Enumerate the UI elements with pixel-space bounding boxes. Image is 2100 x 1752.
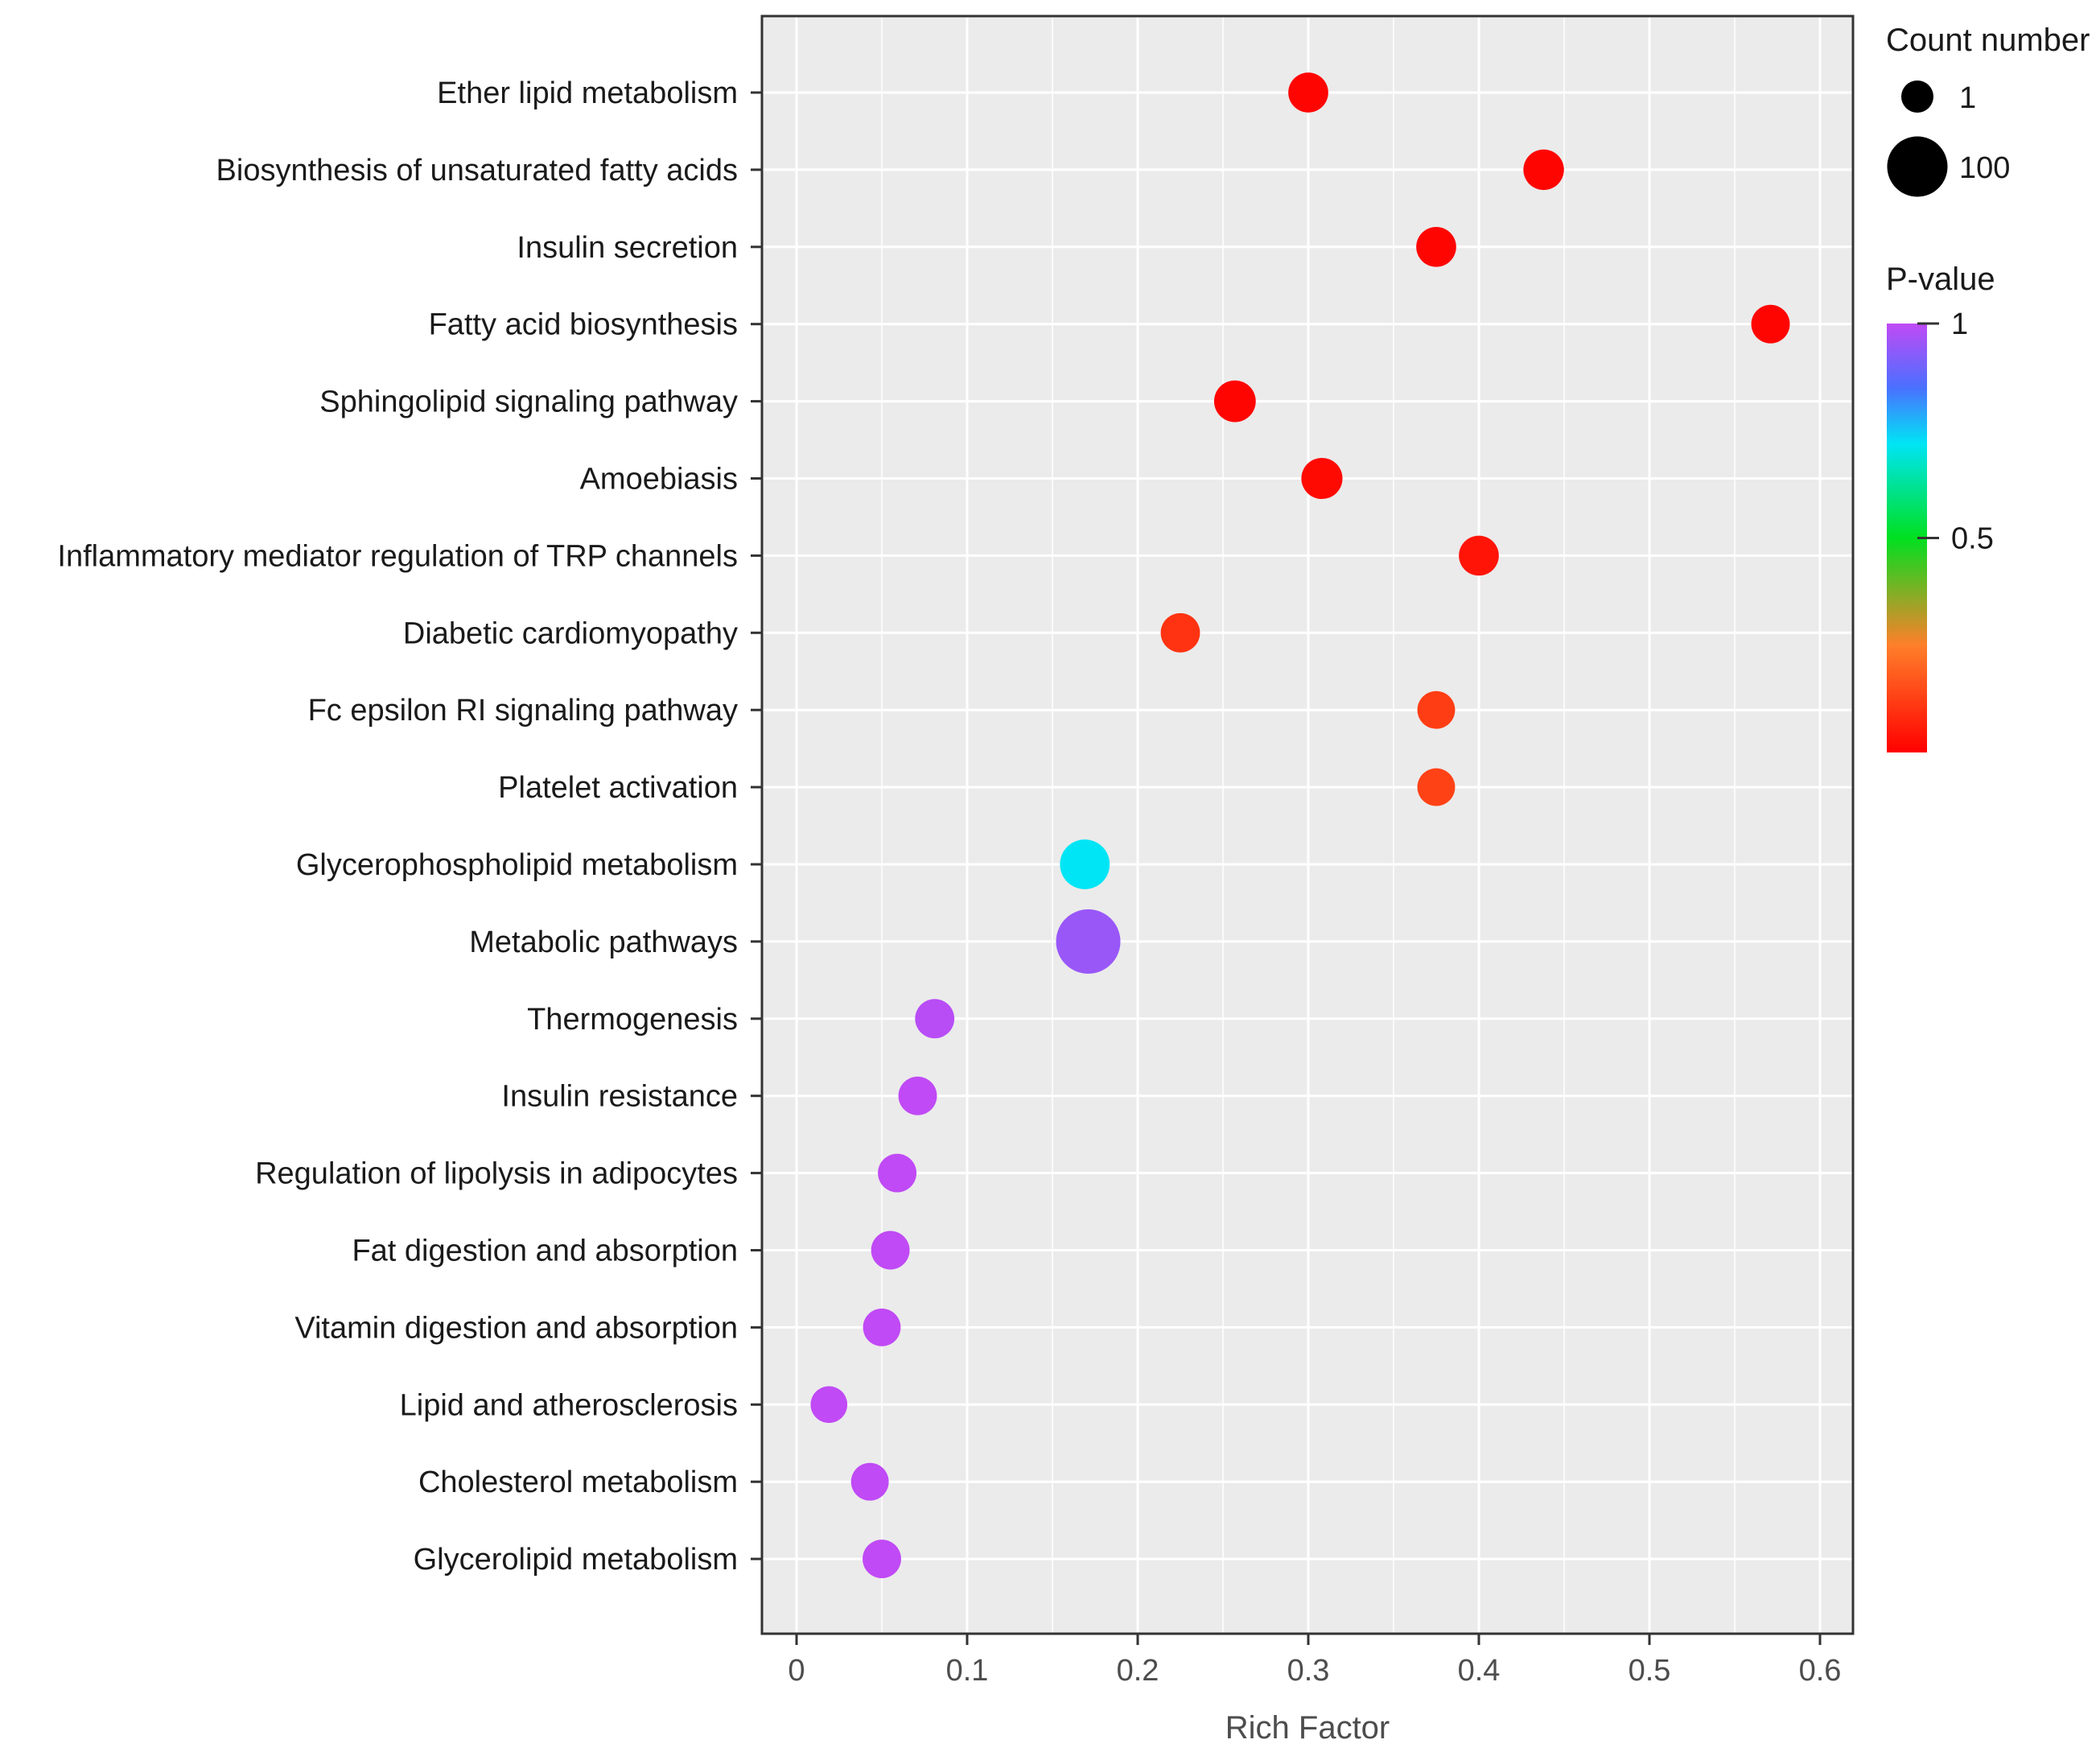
bubble-point <box>915 999 955 1039</box>
x-tick-label: 0.2 <box>1117 1654 1159 1688</box>
bubble-point <box>1417 690 1456 729</box>
bubble-point <box>863 1308 901 1346</box>
y-tick-label: Regulation of lipolysis in adipocytes <box>255 1157 738 1191</box>
bubble-point <box>850 1462 889 1501</box>
x-tick-label: 0.4 <box>1458 1654 1501 1688</box>
size-legend-circle <box>1887 136 1948 197</box>
y-tick-label: Insulin resistance <box>501 1080 738 1114</box>
y-tick-label: Fatty acid biosynthesis <box>429 308 738 342</box>
bubble-point <box>1301 457 1343 500</box>
bubble-point <box>1751 304 1790 344</box>
grid-minor <box>881 16 1736 1634</box>
x-tick-label: 0.3 <box>1287 1654 1330 1688</box>
y-tick-label: Diabetic cardiomyopathy <box>403 616 738 650</box>
color-tick-label: 0.5 <box>1951 522 1994 556</box>
x-tick-label: 0.1 <box>946 1654 989 1688</box>
color-legend-title: P-value <box>1886 262 1995 297</box>
y-tick-label: Fat digestion and absorption <box>352 1235 738 1268</box>
size-legend-label: 1 <box>1959 81 1976 115</box>
bubble-point <box>810 1386 848 1424</box>
color-bar-ticks: 10.5 <box>1917 307 1994 556</box>
size-legend-title: Count number <box>1886 23 2090 58</box>
y-axis-labels: Ether lipid metabolism Biosynthesis of un… <box>57 76 738 1577</box>
bubble-point <box>1213 380 1256 423</box>
y-tick-label: Insulin secretion <box>517 231 738 265</box>
grid-major <box>762 16 1853 1634</box>
y-tick-label: Glycerolipid metabolism <box>414 1543 738 1577</box>
bubble-point <box>1416 226 1456 267</box>
y-tick-label: Inflammatory mediator regulation of TRP … <box>57 539 738 573</box>
y-tick-label: Metabolic pathways <box>469 925 738 959</box>
bubble-point <box>1523 149 1564 191</box>
x-axis-title: Rich Factor <box>1225 1710 1390 1746</box>
bubble-point <box>1288 72 1328 113</box>
color-tick-label: 1 <box>1951 307 1968 341</box>
bubble-point <box>863 1540 901 1579</box>
bubble-point <box>871 1231 910 1270</box>
y-tick-label: Amoebiasis <box>580 463 738 497</box>
y-tick-label: Lipid and atherosclerosis <box>400 1388 738 1422</box>
x-axis-labels: 0 0.1 0.2 0.3 0.4 0.5 0.6 <box>788 1654 1841 1688</box>
y-tick-label: Platelet activation <box>498 771 738 805</box>
bubble-point <box>898 1076 937 1115</box>
bubbles <box>810 72 1790 1579</box>
y-tick-label: Ether lipid metabolism <box>437 76 738 110</box>
y-tick-label: Fc epsilon RI signaling pathway <box>308 694 738 728</box>
y-tick-label: Vitamin digestion and absorption <box>294 1311 738 1345</box>
x-tick-label: 0.6 <box>1799 1654 1842 1688</box>
x-axis-ticks <box>795 1634 1822 1645</box>
y-tick-label: Glycerophospholipid metabolism <box>296 848 738 882</box>
x-tick-label: 0.5 <box>1629 1654 1671 1688</box>
bubble-point <box>878 1153 917 1193</box>
bubble-point <box>1459 535 1499 576</box>
size-legend-label: 100 <box>1959 151 2010 185</box>
x-tick-label: 0 <box>788 1654 805 1688</box>
bubble-point <box>1417 768 1456 806</box>
y-tick-label: Cholesterol metabolism <box>418 1465 738 1499</box>
y-tick-label: Thermogenesis <box>527 1003 738 1037</box>
y-tick-label: Sphingolipid signaling pathway <box>319 385 738 419</box>
y-tick-label: Biosynthesis of unsaturated fatty acids <box>216 154 738 188</box>
bubble-point <box>1160 612 1200 653</box>
size-legend: 1 100 <box>1887 80 2010 197</box>
bubble-point <box>1060 839 1110 889</box>
size-legend-circle <box>1901 80 1933 113</box>
y-axis-ticks <box>751 91 762 1560</box>
bubble-point <box>1056 909 1121 974</box>
